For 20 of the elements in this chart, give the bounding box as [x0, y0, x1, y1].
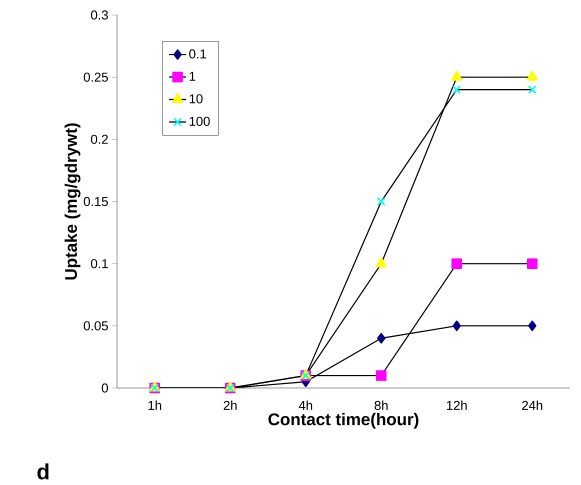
y-tick-label: 0 — [102, 383, 108, 393]
x-tick-label: 4h — [298, 400, 312, 410]
y-tick-label: 0.15 — [84, 196, 108, 206]
y-tick-label: 0.1 — [90, 259, 108, 268]
x-tick-label: 2h — [224, 400, 237, 410]
y-tick-label: 0.3 — [90, 10, 108, 20]
x-tick-label: 24h — [522, 400, 542, 410]
x-tick-label: 1h — [148, 400, 162, 410]
legend-label: 1 — [190, 72, 196, 81]
legend-label: 100 — [190, 116, 210, 126]
text: d — [37, 463, 48, 480]
legend-label: 10 — [190, 94, 203, 104]
legend-label: 0.1 — [189, 49, 206, 58]
x-tick-label: 8h — [374, 400, 388, 410]
y-tick-label: 0.25 — [84, 72, 108, 82]
y-axis-title: Uptake (mg/gdrywt) — [64, 123, 80, 280]
x-tick-label: 12h — [446, 400, 467, 410]
x-axis-title: Contact time(hour) — [268, 412, 418, 429]
y-tick-label: 0.05 — [84, 321, 108, 330]
y-tick-label: 0.2 — [90, 134, 108, 144]
